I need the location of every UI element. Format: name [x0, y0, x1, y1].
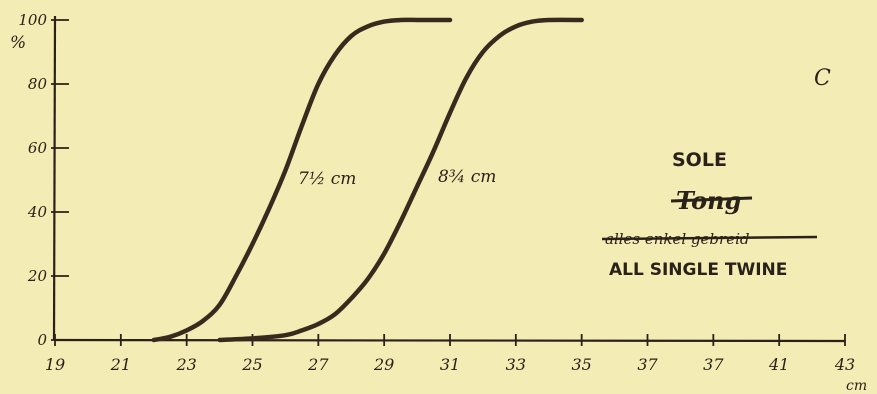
x-tick-label: 37 [637, 355, 658, 374]
series-line-2 [217, 17, 584, 343]
y-tick-label: 100 [18, 11, 47, 29]
series-label-2: 8¾ cm [438, 167, 496, 187]
x-tick-label: 27 [307, 355, 329, 374]
y-tick-label: 20 [27, 267, 48, 285]
y-axis-line [52, 15, 57, 341]
x-tick-label: 41 [768, 355, 789, 374]
x-tick-label: 43 [834, 355, 855, 374]
series-label-1: 7½ cm [298, 169, 356, 189]
strike-line-phrase [601, 235, 818, 241]
x-tick-label: 19 [45, 355, 65, 374]
x-unit-label: cm [846, 378, 867, 394]
x-tick-label: 35 [571, 355, 591, 374]
x-tick-label: 21 [110, 355, 131, 374]
y-tick-label: 40 [27, 203, 48, 221]
x-tick-label: 37 [703, 355, 724, 374]
x-tick-label: 23 [175, 355, 196, 374]
x-tick-label: 29 [373, 355, 394, 374]
y-tick-label: 60 [28, 139, 48, 157]
chart-subtitle: ALL SINGLE TWINE [609, 260, 787, 280]
strike-line-word [670, 196, 753, 203]
curves [151, 17, 584, 343]
y-tick-label: 80 [28, 75, 48, 93]
y-tick-label: 0 [37, 331, 47, 349]
series-line-1 [151, 17, 453, 343]
ticks: 19 21 23 25 27 29 31 33 35 37 37 41 43 0 20 40 60 80 100 [18, 11, 855, 374]
x-tick-label: 33 [506, 355, 526, 374]
x-tick-label: 25 [241, 355, 262, 374]
panel-letter: C [814, 66, 831, 91]
chart-title: SOLE [672, 149, 727, 171]
y-unit-label: % [10, 33, 26, 53]
labels: % cm C 7½ cm 8¾ cm SOLE Tong alles enkel… [10, 33, 867, 394]
x-tick-label: 31 [440, 355, 460, 374]
